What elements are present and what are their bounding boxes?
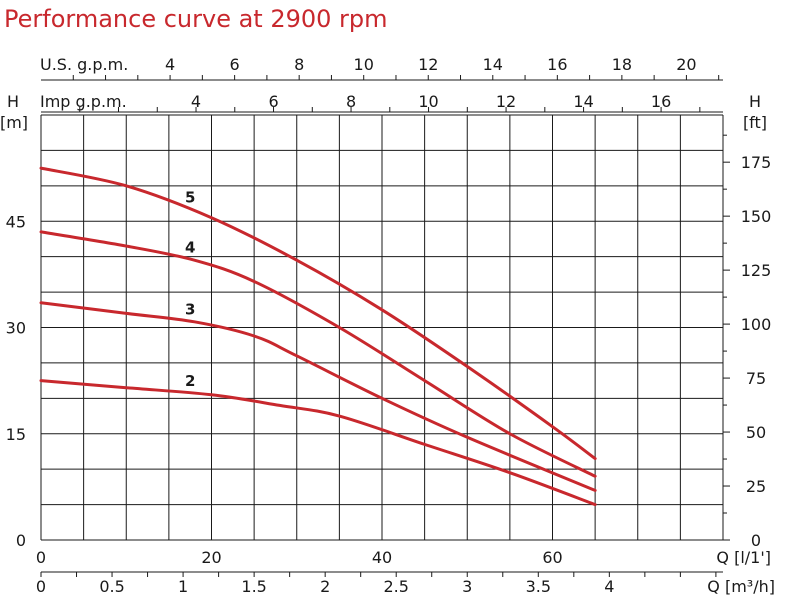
left-tick-label: 15 bbox=[6, 425, 26, 444]
top-us-tick-label: 14 bbox=[483, 55, 503, 74]
top-imp-tick-label: 14 bbox=[573, 92, 593, 111]
right-tick-label: 100 bbox=[741, 315, 772, 334]
chart-title: Performance curve at 2900 rpm bbox=[4, 5, 388, 33]
top-us-tick-label: 6 bbox=[230, 55, 240, 74]
left-tick-label: 30 bbox=[6, 319, 26, 338]
top-us-tick-label: 12 bbox=[418, 55, 438, 74]
bottom-primary-tick-label: 0 bbox=[36, 548, 46, 567]
curve-label-3: 3 bbox=[185, 300, 195, 318]
left-axis-unit: [m] bbox=[0, 113, 28, 132]
bottom-secondary-tick-label: 3 bbox=[462, 577, 472, 596]
top-imp-tick-label: 4 bbox=[191, 92, 201, 111]
bottom-secondary-tick-label: 2.5 bbox=[383, 577, 408, 596]
curve-4 bbox=[39, 230, 597, 478]
axis-ticks bbox=[40, 75, 730, 577]
top-us-tick-label: 20 bbox=[676, 55, 696, 74]
top-imp-tick-label: 16 bbox=[651, 92, 671, 111]
top-us-tick-label: 4 bbox=[165, 55, 175, 74]
top-imp-axis-label: Imp g.p.m. bbox=[40, 92, 127, 111]
bottom-secondary-axis-label: Q [m³/h] bbox=[707, 577, 775, 596]
top-imp-tick-label: 6 bbox=[268, 92, 278, 111]
curve-label-2: 2 bbox=[185, 372, 195, 390]
right-tick-label: 25 bbox=[746, 477, 766, 496]
curves bbox=[39, 166, 597, 507]
bottom-primary-axis-label: Q [l/1'] bbox=[716, 548, 771, 567]
right-tick-label: 175 bbox=[741, 153, 772, 172]
curve-5 bbox=[39, 166, 597, 461]
tick-labels: 4 6 8 10 12 14 16 18 204 6 8 10 12 14 1602550751001251… bbox=[6, 55, 772, 596]
right-tick-label: 0 bbox=[751, 531, 761, 550]
curve-3 bbox=[39, 301, 597, 492]
bottom-secondary-tick-label: 0.5 bbox=[99, 577, 124, 596]
bottom-secondary-tick-label: 2 bbox=[320, 577, 330, 596]
curve-label-5: 5 bbox=[185, 189, 195, 207]
top-imp-tick-label: 8 bbox=[346, 92, 356, 111]
bottom-secondary-tick-label: 1.5 bbox=[241, 577, 266, 596]
bottom-primary-tick-label: 60 bbox=[542, 548, 562, 567]
top-imp-tick-label: 12 bbox=[496, 92, 516, 111]
bottom-secondary-tick-label: 4 bbox=[604, 577, 614, 596]
right-tick-label: 75 bbox=[746, 369, 766, 388]
chart-grid bbox=[40, 114, 724, 541]
left-axis-label: H bbox=[7, 92, 19, 111]
bottom-secondary-tick-label: 1 bbox=[178, 577, 188, 596]
curve-label-4: 4 bbox=[185, 238, 195, 256]
top-us-tick-label: 8 bbox=[294, 55, 304, 74]
right-axis-label: H bbox=[749, 92, 761, 111]
top-us-tick-label: 18 bbox=[612, 55, 632, 74]
bottom-secondary-tick-label: 0 bbox=[36, 577, 46, 596]
right-tick-label: 50 bbox=[746, 423, 766, 442]
left-tick-label: 0 bbox=[16, 531, 26, 550]
bottom-primary-tick-label: 40 bbox=[372, 548, 392, 567]
right-tick-label: 150 bbox=[741, 207, 772, 226]
right-tick-label: 125 bbox=[741, 261, 772, 280]
curve-2 bbox=[39, 379, 597, 507]
top-us-tick-label: 16 bbox=[547, 55, 567, 74]
right-axis-unit: [ft] bbox=[743, 113, 767, 132]
left-tick-label: 45 bbox=[6, 212, 26, 231]
top-imp-tick-label: 10 bbox=[418, 92, 438, 111]
bottom-secondary-tick-label: 3.5 bbox=[526, 577, 551, 596]
bottom-primary-tick-label: 20 bbox=[201, 548, 221, 567]
top-us-axis-label: U.S. g.p.m. bbox=[40, 55, 128, 74]
top-us-tick-label: 10 bbox=[354, 55, 374, 74]
